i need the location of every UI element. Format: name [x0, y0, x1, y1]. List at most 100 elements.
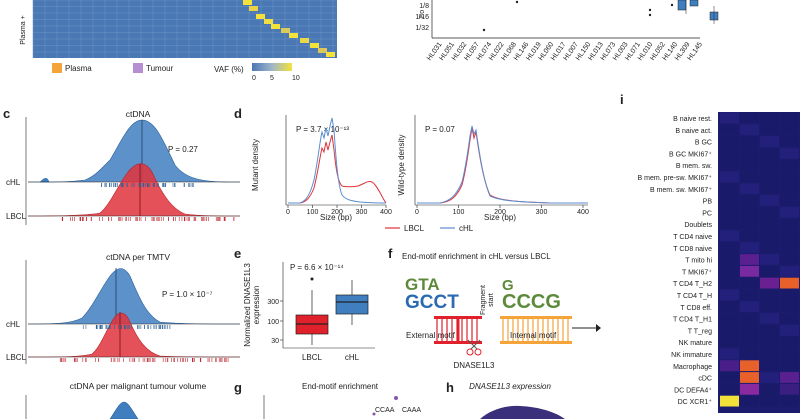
i-heat-cell [720, 218, 739, 230]
d-left-ylabel: Mutant density [251, 139, 260, 191]
e-axes [280, 262, 375, 349]
f-start: start [488, 293, 495, 307]
f-logo-left-top: GTA [405, 275, 440, 294]
c-ridge-1 [25, 117, 241, 225]
i-heat-cell [740, 348, 759, 360]
i-heat-cell [760, 395, 779, 407]
i-heat-cell [720, 147, 739, 159]
i-heat-cell [780, 230, 799, 242]
e-cat-lbcl: LBCL [302, 353, 323, 362]
c-group-lbcl-2: LBCL [6, 353, 27, 362]
i-heat-cell [720, 313, 739, 324]
i-heat-cell [780, 112, 799, 124]
panel-label-d: d [234, 106, 242, 121]
i-heat-cell [760, 171, 779, 183]
i-heat-cell [760, 336, 779, 348]
d-right-xtick: 400 [577, 209, 589, 216]
d-left-axes [285, 115, 386, 206]
i-heat-cell [760, 195, 779, 206]
i-heat-cell [780, 395, 799, 407]
i-heat-cell [740, 206, 759, 218]
h-title: DNASE1L3 expression [469, 382, 551, 391]
i-heat-cell [720, 195, 739, 206]
e-p: P = 6.6 × 10⁻¹⁴ [290, 263, 344, 272]
i-row-label: T CD8 eff. [680, 305, 712, 312]
top-heatmap [32, 0, 337, 58]
f-logo-left-bottom: GCCT [405, 292, 459, 313]
i-heat-cell [720, 242, 739, 254]
i-heat-cell [780, 313, 799, 324]
i-heat-cell [740, 383, 759, 395]
i-row-label: Doublets [684, 222, 712, 229]
vaf-tick-5: 5 [270, 75, 274, 82]
i-heat-cell [740, 289, 759, 301]
d-left-xtick: 200 [331, 209, 343, 216]
i-heat-cell [740, 147, 759, 159]
heatmap-hot-cell [289, 33, 298, 38]
i-heat-cell [720, 171, 739, 183]
top-right-xticks: HL031HL051HL032HL057HL074HL022HL068HL146… [426, 41, 704, 62]
i-heat-cell [760, 348, 779, 360]
i-heat-cell [780, 218, 799, 230]
c-p-1: P = 0.27 [168, 145, 198, 154]
c-title-3: ctDNA per malignant tumour volume [70, 381, 207, 391]
dna-strand-icon [434, 316, 601, 344]
i-heat-cell [740, 136, 759, 147]
e-ylabel-2: expression [252, 286, 261, 325]
i-row-label: T CD4 T_H1 [673, 317, 712, 324]
i-heat-cell [740, 313, 759, 324]
vaf-label: VAF (%) [214, 65, 244, 74]
i-heat-cell [780, 159, 799, 171]
i-heat-cell [780, 136, 799, 147]
i-heat-cell [760, 230, 779, 242]
heatmap-hot-cell [310, 43, 319, 48]
i-heat-cell [720, 348, 739, 360]
i-heat-cell [780, 147, 799, 159]
i-heat-cell [760, 289, 779, 301]
i-heat-cell [760, 112, 779, 124]
i-heat-cell [720, 336, 739, 348]
d-right-axes [414, 115, 588, 206]
c-rug-1 [61, 183, 235, 221]
d-right-xlabel: Size (bp) [484, 213, 516, 222]
i-heat-cell [720, 230, 739, 242]
c-title-2: ctDNA per TMTV [106, 252, 170, 262]
i-heat-cell [780, 265, 799, 277]
d-left-xlabel: Size (bp) [320, 213, 352, 222]
heatmap-hot-cell [271, 24, 280, 29]
panel-label-g: g [234, 380, 242, 395]
i-row-label: Macrophage [673, 364, 712, 371]
i-heat-cell [760, 383, 779, 395]
vaf-tick-0: 0 [252, 75, 256, 82]
heatmap-hot-cell [256, 14, 265, 19]
i-heat-cell [740, 195, 759, 206]
i-heat-cell [720, 136, 739, 147]
i-heat-cell [720, 206, 739, 218]
ytick-1-32: 1/32 [415, 25, 429, 32]
f-logo-right: G CCCG [502, 277, 561, 313]
i-row-label: PC [702, 210, 712, 217]
i-heat-cell [740, 254, 759, 265]
i-heat-cell [740, 324, 759, 336]
i-row-label: B GC [695, 140, 712, 147]
i-heat-cell [780, 336, 799, 348]
g-title: End-motif enrichment [302, 382, 379, 391]
f-logo-left: GTA GCCT [405, 275, 459, 313]
e-ytick-100: 100 [267, 319, 279, 326]
i-row-label: PB [703, 199, 713, 206]
i-row-label: B mem. sw. [676, 163, 712, 170]
i-heat-cell [760, 254, 779, 265]
i-heat-cell [720, 383, 739, 395]
i-row-label: B naive act. [675, 128, 712, 135]
c-rug-2 [59, 325, 229, 362]
i-heat-cell [720, 360, 739, 372]
i-heat-cell [720, 324, 739, 336]
d-right-xtick: 0 [415, 209, 419, 216]
i-heat-cell [780, 242, 799, 254]
i-heatmap [718, 112, 800, 413]
i-heat-cell [760, 277, 779, 289]
i-heat-cell [760, 136, 779, 147]
i-heat-cell [720, 265, 739, 277]
i-heat-cell [740, 277, 759, 289]
